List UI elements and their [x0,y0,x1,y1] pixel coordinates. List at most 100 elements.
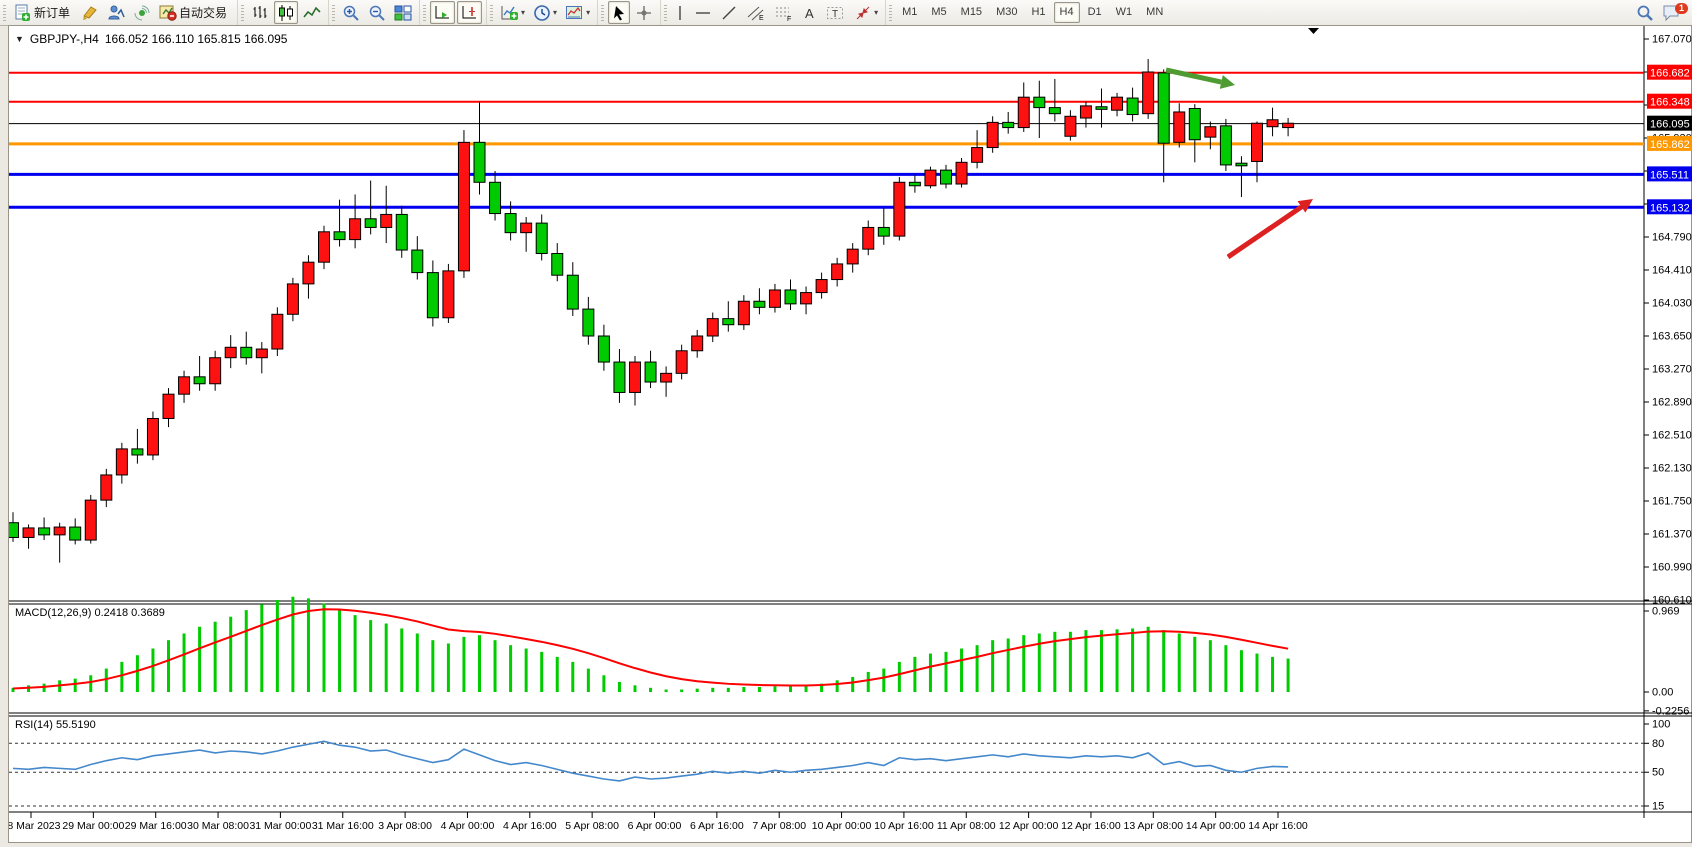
level-price-badge [1647,199,1692,215]
autotrading-button[interactable]: 自动交易 [156,1,233,24]
candle-body [1033,96,1046,109]
tf-h4-button[interactable]: H4 [1053,2,1080,23]
doc-plus-icon [13,4,32,22]
tf-h1-button[interactable]: H1 [1031,6,1046,18]
tf-mn-button[interactable]: MN [1146,6,1164,18]
green-arrow[interactable] [1165,67,1222,85]
auto-scroll-button[interactable] [430,1,456,24]
level-price-badge-text: 166.348 [1650,97,1690,109]
macd-signal-line [12,608,1289,690]
chart-shift-marker[interactable] [1308,28,1319,34]
channel-icon: E [746,4,766,22]
profile-icon[interactable] [104,1,128,24]
time-axis-label: 10 Apr 00:00 [812,820,872,832]
time-axis-label: 13 Apr 08:00 [1124,820,1184,832]
toolbar-grip [3,4,6,21]
candle-body [255,348,268,359]
candle-body [411,249,424,274]
time-axis-label: 7 Apr 08:00 [752,820,806,832]
candle-body [286,283,299,315]
candle-body [737,300,750,326]
notification-count-badge: 1 [1674,3,1688,14]
rsi-line [12,740,1289,782]
price-chart-canvas[interactable]: 167.070166.690166.310165.930165.550165.1… [9,26,1692,844]
text-button[interactable]: A [799,1,821,24]
arrows-icon [854,4,872,22]
candle-body [722,318,735,326]
price-axis-label: 161.750 [1652,496,1692,508]
trendline-icon [720,4,738,22]
arrows-button-dropdown-icon[interactable]: ▾ [874,8,879,17]
candle-body [1002,121,1015,129]
chart-menu-icon[interactable]: ▼ [15,34,24,44]
tf-m5-button[interactable]: M5 [931,6,947,18]
label-t-icon: T [826,4,846,22]
toolbar-group-objects: E F A T ▾ [660,0,885,25]
text-label-button[interactable]: T [823,1,849,24]
new-order-button[interactable]: 新订单 [10,1,76,24]
notifications-button[interactable]: 1 [1659,1,1688,24]
arrows-button[interactable]: ▾ [851,1,881,24]
search-button[interactable] [1633,1,1657,24]
periods-button[interactable]: ▾ [530,1,560,24]
red-arrow[interactable] [1226,204,1303,260]
candle-body [924,169,937,187]
tile-windows-button[interactable] [391,1,415,24]
svg-text:F: F [787,16,791,22]
candlestick-chart-button[interactable] [274,1,299,24]
toolbar-grip [241,4,245,21]
bars-icon [251,4,269,22]
candle-body [1126,97,1139,116]
new-chart-button[interactable]: ▾ [497,1,528,24]
tf-w1-button[interactable]: W1 [1115,6,1133,18]
new-chart-button-dropdown-icon[interactable]: ▾ [521,8,526,17]
candle-body [1204,126,1217,138]
radar-icon [133,4,151,22]
candle-body [100,474,113,501]
history-brush-icon[interactable] [78,1,102,24]
tf-m30-button[interactable]: M30 [996,6,1018,18]
candle-body [706,318,719,337]
candle-body [986,121,999,149]
tf-m15-button[interactable]: M15 [960,6,983,18]
candle-body [364,218,377,228]
line-chart-button[interactable] [300,1,324,24]
fibonacci-button[interactable]: F [771,1,797,24]
candle-body [115,448,128,476]
tf-d1-button[interactable]: D1 [1087,6,1102,18]
bars-chart-button[interactable] [248,1,272,24]
candle-body [489,181,502,215]
templates-button-dropdown-icon[interactable]: ▾ [586,8,591,17]
green-arrow-head[interactable] [1219,75,1235,89]
candle-body [535,222,548,255]
time-axis-label: 6 Apr 16:00 [690,820,744,832]
candle-body [504,213,517,234]
crosshair-button[interactable] [632,1,656,24]
horizontal-line-button[interactable] [691,1,715,24]
candle-body [768,289,781,308]
signals-icon[interactable] [130,1,154,24]
candle-body [473,141,486,183]
periods-button-dropdown-icon[interactable]: ▾ [553,8,558,17]
chart-shift-button[interactable] [457,1,483,24]
tf-m1-button[interactable]: M1 [902,6,918,18]
candle-body [426,272,439,319]
cursor-button[interactable] [608,1,631,24]
chart-shift-icon [460,4,479,22]
level-price-badge-text: 166.682 [1650,68,1690,80]
price-axis-label: 162.890 [1652,397,1692,409]
time-axis-label: 29 Mar 16:00 [125,820,187,832]
price-axis-label: 163.270 [1652,364,1692,376]
red-arrow-head[interactable] [1297,199,1313,213]
zoom-in-button[interactable] [339,1,363,24]
equidistant-channel-button[interactable]: E [743,1,769,24]
candle-body [457,141,470,272]
zoom-out-button[interactable] [365,1,389,24]
candle-body [784,289,797,305]
vertical-line-button[interactable] [671,1,689,24]
svg-text:E: E [759,15,764,22]
chart-window[interactable]: 167.070166.690166.310165.930165.550165.1… [8,25,1692,843]
candle-body [224,346,237,359]
trendline-button[interactable] [717,1,741,24]
templates-button[interactable]: ▾ [562,1,593,24]
